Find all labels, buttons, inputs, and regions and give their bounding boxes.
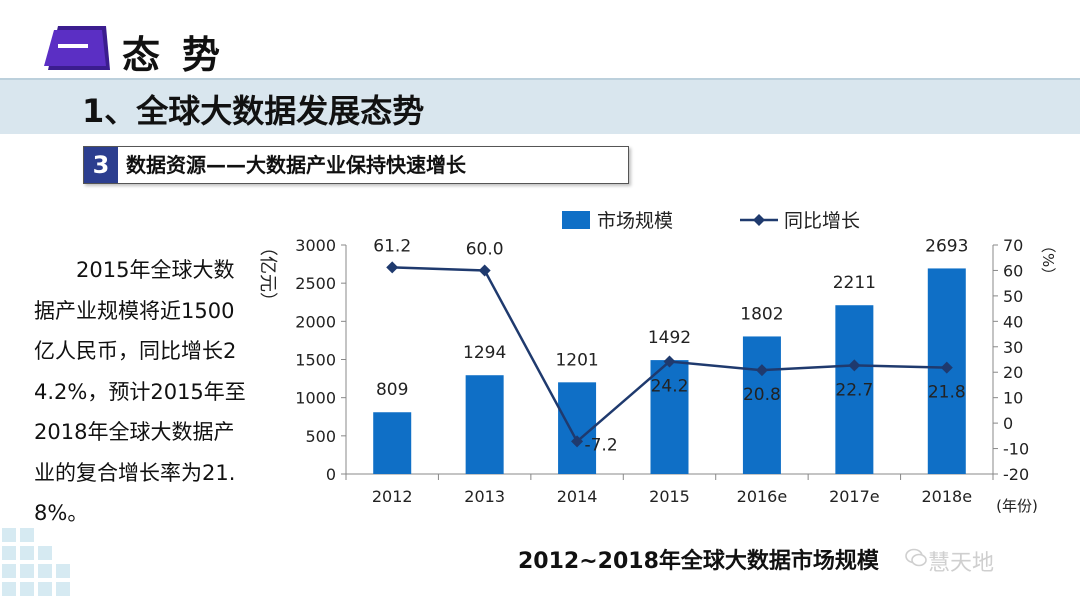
x-category-label: 2018e [922,487,973,506]
right-tick-label: 40 [1003,312,1023,331]
header-badge-icon [44,26,110,70]
x-category-label: 2012 [372,487,413,506]
right-axis-label: （%） [1039,238,1057,282]
subtitle-number: 3 [84,147,118,183]
left-tick-label: 3000 [295,236,336,255]
left-tick-label: 0 [326,465,336,484]
bar [835,305,874,474]
right-tick-label: 10 [1003,389,1023,408]
growth-point [478,264,491,277]
watermark-text: 慧天地 [928,551,995,576]
right-tick-label: 20 [1003,363,1023,382]
growth-value-label: 20.8 [743,385,781,405]
x-category-label: 2013 [464,487,505,506]
right-tick-label: 60 [1003,261,1023,280]
corner-decoration [2,528,70,596]
bar-value-label: 1294 [463,343,506,363]
growth-point [571,435,584,448]
right-tick-label: 30 [1003,338,1023,357]
bar-value-label: 2211 [833,273,876,293]
x-category-label: 2016e [737,487,788,506]
subtitle-box: 3 数据资源——大数据产业保持快速增长 [83,146,629,184]
subtitle-text: 数据资源——大数据产业保持快速增长 [126,153,466,177]
bar-value-label: 809 [376,380,408,400]
bar [373,412,412,474]
bar [650,360,689,474]
left-axis-label: （亿元） [257,238,278,310]
section-title: 1、全球大数据发展态势 [82,92,425,130]
bar-value-label: 1201 [555,350,598,370]
right-tick-label: -20 [1003,465,1029,484]
bar-value-label: 2693 [925,236,968,256]
growth-value-label: 61.2 [373,236,411,256]
right-tick-label: 50 [1003,287,1023,306]
x-category-label: 2014 [557,487,598,506]
bar-value-label: 1802 [740,304,783,324]
left-tick-label: 1000 [295,389,336,408]
bar [742,336,781,474]
chart-caption: 2012~2018年全球大数据市场规模 [518,549,879,574]
x-category-label: 2017e [829,487,880,506]
legend-line-marker [753,214,765,226]
legend-line-label: 同比增长 [784,210,860,232]
growth-point [755,364,768,377]
left-tick-label: 2000 [295,312,336,331]
wechat-icon [905,548,927,567]
x-axis-unit: (年份) [996,497,1038,515]
x-category-label: 2015 [649,487,690,506]
left-tick-label: 2500 [295,274,336,293]
growth-value-label: 24.2 [651,377,689,397]
growth-point [386,261,399,274]
growth-point [940,361,953,374]
growth-value-label: 21.8 [928,383,966,403]
left-tick-label: 1500 [295,351,336,370]
bar-value-label: 1492 [648,328,691,348]
legend-bar-swatch [562,211,590,229]
page-title: 态势 [122,33,243,77]
section-band [0,80,1080,134]
description-text: 2015年全球大数据产业规模将近1500亿人民币，同比增长24.2%，预计201… [34,258,246,525]
left-tick-label: 500 [305,427,336,446]
growth-point [663,355,676,368]
growth-point [848,359,861,372]
bar [465,375,504,474]
bar [558,382,597,474]
growth-value-label: 60.0 [466,239,504,259]
right-tick-label: 0 [1003,414,1013,433]
right-tick-label: 70 [1003,236,1023,255]
right-tick-label: -10 [1003,440,1029,459]
header-badge-dash [58,44,88,48]
header-divider [0,78,1080,80]
growth-value-label: 22.7 [835,380,873,400]
growth-value-label: -7.2 [584,435,617,455]
legend-bar-label: 市场规模 [597,210,673,232]
